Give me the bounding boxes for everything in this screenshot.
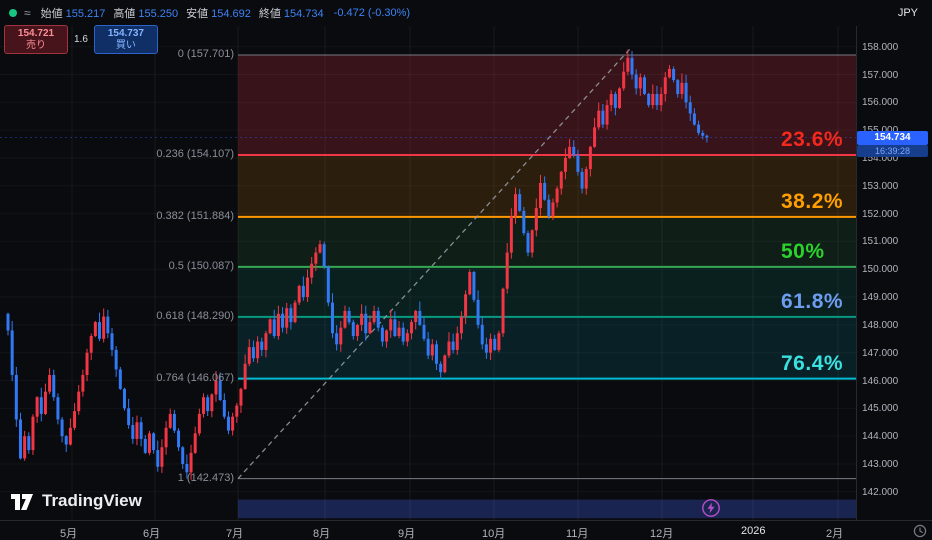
price-axis-label: 143.000 (862, 458, 899, 470)
time-axis-label-6月: 6月 (143, 528, 161, 540)
fib-bands (238, 55, 856, 519)
price-axis-label: 158.000 (862, 41, 899, 53)
timezone-clock-icon[interactable] (913, 524, 927, 538)
time-axis-label-9月: 9月 (398, 528, 416, 540)
sell-price: 154.721 (17, 27, 55, 39)
buy-button[interactable]: 154.737 買い (93, 25, 158, 54)
price-axis-label: 150.000 (862, 264, 899, 276)
time-axis[interactable]: 5月 6月 7月 8月 9月 10月 11月 12月 2026 2月 (0, 520, 932, 540)
time-axis-label-11月: 11月 (566, 528, 589, 540)
time-axis-label-7月: 7月 (226, 528, 244, 540)
price-axis-label: 147.000 (862, 347, 899, 359)
buy-label: 買い (115, 39, 136, 51)
countdown-badge: 16:39:28 (857, 144, 928, 157)
price-axis-label: 157.000 (862, 69, 899, 81)
sell-button[interactable]: 154.721 売り (4, 25, 68, 54)
ohlc-legend: ≈ 始値 155.217 高値 155.250 安値 154.692 終値 154.73… (0, 0, 932, 26)
close-field: 終値 154.734 (258, 8, 324, 20)
price-axis-label: 152.000 (862, 208, 899, 220)
price-axis[interactable]: 154.734 16:39:28 158.000 157.000 156.000 15… (856, 26, 932, 520)
approx-icon: ≈ (24, 6, 31, 20)
high-field: 高値 155.250 (113, 8, 179, 20)
time-axis-label-12月: 12月 (650, 528, 674, 540)
time-axis-label-2026: 2026 (741, 525, 766, 537)
price-axis-label: 142.000 (862, 486, 899, 498)
market-status-icon (9, 9, 17, 17)
price-axis-label: 144.000 (862, 431, 899, 443)
price-axis-label: 156.000 (862, 97, 899, 109)
fib-lines[interactable] (238, 54, 856, 480)
price-change: -0.472 (-0.30%) (333, 7, 411, 19)
price-axis-label: 148.000 (862, 319, 899, 331)
buy-price: 154.737 (107, 27, 144, 39)
low-field: 安値 154.692 (186, 8, 251, 20)
lightning-boost-button[interactable] (701, 498, 721, 518)
spread-value: 1.6 (74, 34, 88, 45)
tradingview-wordmark: TradingView (42, 491, 142, 510)
trendline[interactable] (237, 46, 633, 480)
price-axis-label: 146.000 (862, 375, 899, 387)
currency-label: JPY (897, 7, 918, 19)
price-axis-label: 151.000 (862, 236, 899, 248)
tradingview-logo[interactable]: TradingView (10, 489, 142, 513)
lightning-icon (702, 499, 720, 517)
bottom-navy-band (238, 499, 856, 519)
price-axis-label: 145.000 (862, 403, 899, 415)
last-price-badge: 154.734 (857, 130, 928, 145)
gridlines (0, 26, 856, 520)
tradingview-mark-icon (11, 494, 33, 510)
time-axis-label-5月: 5月 (60, 528, 78, 540)
price-axis-label: 154.000 (862, 152, 899, 164)
open-field: 始値 155.217 (40, 8, 106, 20)
time-axis-label-10月: 10月 (482, 528, 506, 540)
time-axis-label-8月: 8月 (313, 528, 331, 540)
price-axis-label: 149.000 (862, 292, 899, 304)
sell-label: 売り (26, 39, 46, 51)
candlestick-series[interactable] (6, 49, 709, 480)
time-axis-label-2月: 2月 (826, 528, 844, 540)
price-axis-label: 153.000 (862, 180, 899, 192)
order-panel: 154.721 売り 1.6 154.737 買い (4, 25, 158, 54)
